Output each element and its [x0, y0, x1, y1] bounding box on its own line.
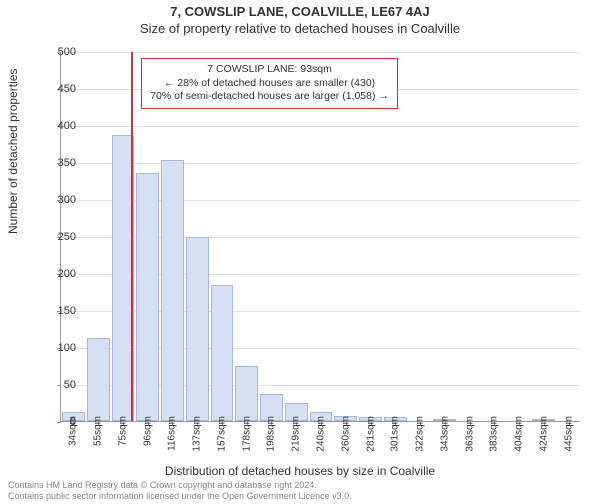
xtick-label: 116sqm — [167, 416, 178, 451]
xtick-label: 404sqm — [514, 416, 525, 452]
xtick-label: 424sqm — [538, 416, 549, 452]
x-axis-label: Distribution of detached houses by size … — [0, 464, 600, 478]
xtick-label: 445sqm — [563, 416, 574, 452]
xtick-label: 301sqm — [390, 416, 401, 452]
ytick-label: 150 — [46, 305, 76, 317]
xtick-label: 137sqm — [192, 416, 203, 452]
histogram-bar — [211, 285, 234, 421]
ytick-label: 500 — [46, 46, 76, 58]
ytick-label: 50 — [46, 379, 76, 391]
xtick-label: 75sqm — [117, 416, 128, 446]
histogram-bar — [235, 366, 258, 422]
xtick-label: 260sqm — [340, 416, 351, 452]
histogram-bar — [161, 160, 184, 421]
chart-subtitle: Size of property relative to detached ho… — [0, 21, 600, 36]
histogram-bar — [87, 338, 110, 421]
xtick-label: 96sqm — [142, 416, 153, 446]
xtick-label: 240sqm — [316, 416, 327, 452]
ytick-label: 450 — [46, 83, 76, 95]
xtick-label: 343sqm — [439, 416, 450, 452]
address-title: 7, COWSLIP LANE, COALVILLE, LE67 4AJ — [0, 4, 600, 19]
xtick-label: 322sqm — [415, 416, 426, 452]
ytick-label: 100 — [46, 342, 76, 354]
xtick-label: 219sqm — [291, 416, 302, 452]
y-axis-label: Number of detached properties — [6, 69, 20, 234]
xtick-label: 178sqm — [241, 416, 252, 452]
annotation-box: 7 COWSLIP LANE: 93sqm← 28% of detached h… — [141, 58, 398, 109]
xtick-label: 383sqm — [489, 416, 500, 452]
property-marker-line — [131, 52, 133, 421]
annotation-line1: ← 28% of detached houses are smaller (43… — [150, 77, 389, 91]
annotation-line2: 70% of semi-detached houses are larger (… — [150, 90, 389, 104]
ytick-label: 400 — [46, 120, 76, 132]
ytick-label: 300 — [46, 194, 76, 206]
histogram-bar — [136, 173, 159, 421]
xtick-label: 157sqm — [216, 416, 227, 452]
chart-area: 34sqm55sqm75sqm96sqm116sqm137sqm157sqm17… — [60, 52, 580, 422]
footer-line2: Contains public sector information licen… — [8, 491, 352, 502]
ytick-label: 0 — [46, 416, 76, 428]
xtick-label: 281sqm — [365, 416, 376, 452]
xtick-label: 55sqm — [93, 416, 104, 446]
ytick-label: 200 — [46, 268, 76, 280]
footer-attribution: Contains HM Land Registry data © Crown c… — [8, 480, 352, 502]
plot-region: 34sqm55sqm75sqm96sqm116sqm137sqm157sqm17… — [60, 52, 580, 422]
xtick-label: 198sqm — [266, 416, 277, 452]
grid-line — [61, 126, 580, 127]
xtick-label: 363sqm — [464, 416, 475, 452]
ytick-label: 350 — [46, 157, 76, 169]
grid-line — [61, 52, 580, 53]
ytick-label: 250 — [46, 231, 76, 243]
histogram-bar — [186, 237, 209, 421]
footer-line1: Contains HM Land Registry data © Crown c… — [8, 480, 352, 491]
grid-line — [61, 163, 580, 164]
annotation-title: 7 COWSLIP LANE: 93sqm — [150, 63, 389, 77]
